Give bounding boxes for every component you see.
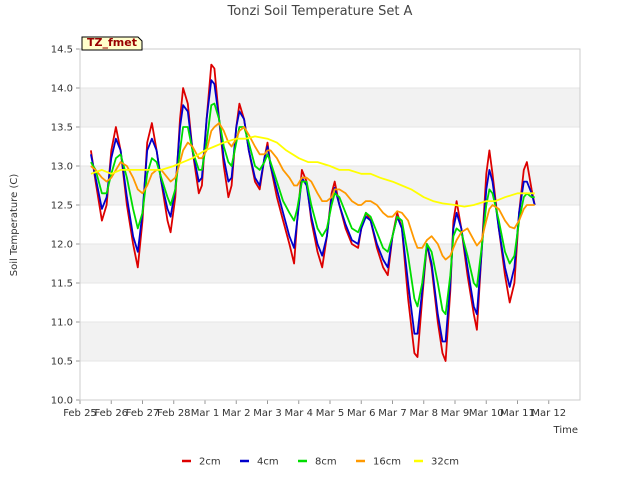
x-tick-label: Mar 11 — [500, 408, 535, 419]
y-axis-label: Soil Temperature (C) — [9, 174, 20, 277]
x-tick-label: Mar 5 — [316, 408, 344, 419]
x-tick-label: Feb 27 — [126, 408, 160, 419]
x-tick-label: Feb 28 — [157, 408, 191, 419]
y-axis-ticks: 10.0 10.5 11.0 11.5 12.0 12.5 13.0 13.5 14.0 14.5 — [51, 45, 80, 407]
chart-title: Tonzi Soil Temperature Set A — [227, 4, 413, 19]
x-tick-label: Mar 7 — [378, 408, 406, 419]
y-tick-label: 11.5 — [51, 279, 73, 290]
legend-label-2cm: 2cm — [199, 457, 221, 468]
annotation-box: TZ_fmet — [81, 36, 143, 51]
x-tick-label: Mar 4 — [285, 408, 313, 419]
legend: 2cm 4cm 8cm 16cm 32cm — [182, 457, 459, 468]
grid-band-shaded — [80, 244, 580, 283]
x-tick-label: Mar 12 — [531, 408, 566, 419]
y-tick-label: 11.0 — [51, 318, 73, 329]
series-line-32cm — [90, 135, 535, 208]
x-tick-label: Mar 2 — [222, 408, 250, 419]
y-tick-label: 10.5 — [51, 357, 73, 368]
legend-label-4cm: 4cm — [257, 457, 279, 468]
y-tick-label: 14.5 — [51, 45, 73, 56]
x-axis-label: Time — [553, 425, 578, 436]
legend-label-16cm: 16cm — [373, 457, 401, 468]
grid-band-shaded — [80, 322, 580, 361]
legend-label-8cm: 8cm — [315, 457, 337, 468]
x-tick-label: Mar 9 — [441, 408, 469, 419]
x-tick-label: Mar 3 — [253, 408, 281, 419]
x-tick-label: Mar 8 — [410, 408, 438, 419]
grid-band — [80, 49, 580, 88]
y-tick-label: 12.5 — [51, 201, 73, 212]
plot-background — [80, 48, 580, 401]
legend-label-32cm: 32cm — [431, 457, 459, 468]
annotation-box-shape — [81, 36, 143, 51]
y-tick-label: 14.0 — [51, 84, 73, 95]
x-tick-label: Mar 6 — [347, 408, 375, 419]
y-tick-label: 12.0 — [51, 240, 73, 251]
y-tick-label: 13.0 — [51, 162, 73, 173]
grid-band-shaded — [80, 88, 580, 127]
series-line-8cm — [90, 102, 535, 316]
x-tick-label: Mar 10 — [469, 408, 504, 419]
y-tick-label: 13.5 — [51, 123, 73, 134]
x-tick-label: Mar 1 — [191, 408, 219, 419]
x-tick-label: Feb 26 — [94, 408, 128, 419]
x-tick-label: Feb 25 — [63, 408, 97, 419]
y-tick-label: 10.0 — [51, 396, 73, 407]
plot-frame — [79, 48, 581, 401]
series-line-16cm — [90, 122, 535, 261]
annotation-label: TZ_fmet — [87, 36, 137, 49]
series-lines — [90, 63, 536, 362]
